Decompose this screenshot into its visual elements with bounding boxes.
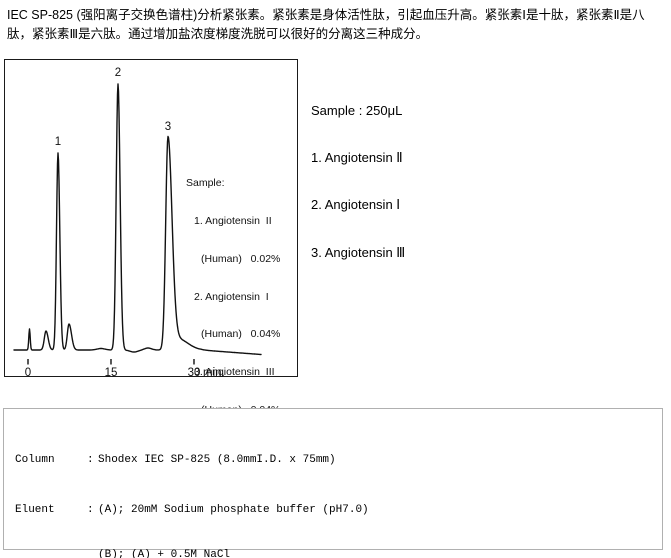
conditions-table: Column: Shodex IEC SP-825 (8.0mmI.D. x 75… [3, 408, 663, 558]
peak-label-1: 1 [55, 136, 61, 148]
condition-colon: : [87, 504, 94, 516]
sample-item-1: 1. Angiotensin Ⅱ [311, 149, 403, 165]
trace-line [13, 83, 262, 356]
sample-item-3: 3. Angiotensin Ⅲ [311, 244, 406, 260]
x-axis-tick-label: 0 [25, 367, 31, 376]
chromatogram-svg: 0 15 30 min. 1 2 3 [13, 67, 262, 376]
legend-entry-3: 3. Angiotensin III [194, 366, 275, 379]
sample-volume: Sample : 250μL [311, 102, 403, 118]
condition-value: (A); 20mM Sodium phosphate buffer (pH7.0… [98, 504, 369, 516]
condition-value-continued: (B); (A) + 0.5M NaCl [98, 549, 231, 558]
condition-colon: : [87, 454, 94, 466]
sample-item-2: 2. Angiotensin Ⅰ [311, 197, 401, 213]
x-axis-tick-label: 15 [105, 367, 118, 376]
peak-label-3: 3 [165, 121, 171, 133]
legend-entry-2: 2. Angiotensin I [194, 290, 269, 303]
peak-label-2: 2 [115, 67, 121, 79]
condition-row-eluent: Eluent: (A); 20mM Sodium phosphate buffer… [15, 503, 662, 518]
condition-row-column: Column: Shodex IEC SP-825 (8.0mmI.D. x 75… [15, 453, 662, 468]
x-axis-unit-label: min. [203, 367, 225, 376]
legend-entry-2-detail: (Human) 0.04% [201, 328, 281, 341]
condition-label: Eluent [15, 504, 55, 516]
legend-title: Sample: [186, 177, 225, 190]
condition-value: Shodex IEC SP-825 (8.0mmI.D. x 75mm) [98, 454, 336, 466]
intro-paragraph: IEC SP-825 (强阳离子交换色谱柱)分析紧张素。紧张素是身体活性肽，引起… [7, 8, 645, 41]
condition-label: Column [15, 454, 55, 466]
chart-sample-legend: Sample: 1. Angiotensin II (Human) 0.02% … [186, 152, 280, 442]
chromatogram-figure: 0 15 30 min. 1 2 3 Sample: 1. Angiotensin II (… [4, 59, 298, 416]
legend-entry-1: 1. Angiotensin II [194, 214, 272, 227]
x-axis-tick-label: 30 [188, 367, 201, 376]
sample-info-panel: Sample : 250μL 1. Angiotensin Ⅱ 2. Angio… [311, 71, 405, 292]
legend-entry-1-detail: (Human) 0.02% [201, 252, 281, 265]
